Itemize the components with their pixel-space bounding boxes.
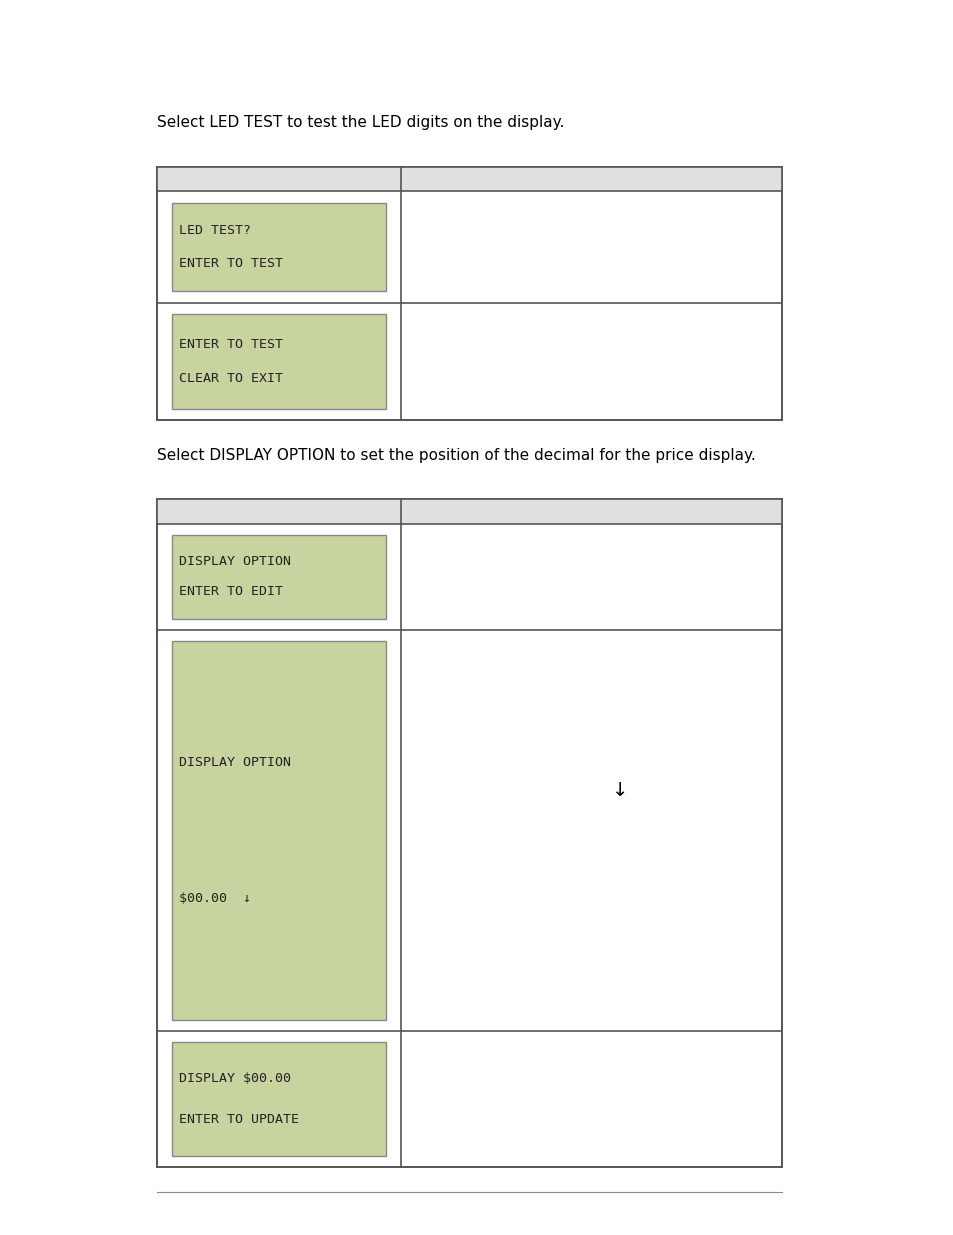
- Bar: [172, 535, 386, 619]
- Text: $00.00  ↓: $00.00 ↓: [179, 892, 251, 905]
- Bar: [157, 167, 781, 191]
- Bar: [172, 641, 386, 1020]
- Text: ENTER TO TEST: ENTER TO TEST: [179, 337, 283, 351]
- Text: DISPLAY OPTION: DISPLAY OPTION: [179, 555, 291, 568]
- Text: DISPLAY $00.00: DISPLAY $00.00: [179, 1072, 291, 1086]
- Bar: [157, 499, 781, 524]
- Text: ENTER TO UPDATE: ENTER TO UPDATE: [179, 1113, 299, 1126]
- Text: CLEAR TO EXIT: CLEAR TO EXIT: [179, 372, 283, 385]
- Text: Select LED TEST to test the LED digits on the display.: Select LED TEST to test the LED digits o…: [157, 115, 564, 130]
- Bar: [157, 167, 781, 420]
- Text: ENTER TO EDIT: ENTER TO EDIT: [179, 585, 283, 599]
- Bar: [172, 203, 386, 291]
- Text: Select DISPLAY OPTION to set the position of the decimal for the price display.: Select DISPLAY OPTION to set the positio…: [157, 448, 756, 463]
- Bar: [172, 314, 386, 409]
- Text: ENTER TO TEST: ENTER TO TEST: [179, 257, 283, 269]
- Bar: [172, 1042, 386, 1156]
- Text: DISPLAY OPTION: DISPLAY OPTION: [179, 756, 291, 769]
- Text: ↓: ↓: [611, 781, 628, 800]
- Text: LED TEST?: LED TEST?: [179, 225, 251, 237]
- Bar: [157, 499, 781, 1167]
